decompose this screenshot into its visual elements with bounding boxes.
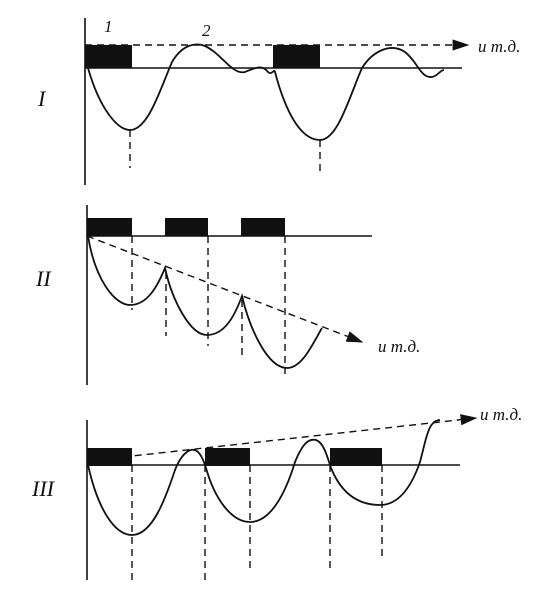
load-block: [87, 218, 132, 236]
curve: [87, 235, 323, 369]
curve: [87, 419, 441, 536]
curve: [87, 43, 445, 141]
panel-label: II: [35, 266, 52, 291]
panel-1: 1 2 I и т.д.: [37, 17, 520, 185]
trend-line: [86, 235, 364, 343]
panel-3: III и т.д.: [31, 405, 522, 580]
continuation: и т.д.: [478, 37, 520, 56]
load-block: [85, 45, 132, 68]
trend-line: [86, 414, 478, 462]
load-block: [165, 218, 208, 236]
continuation: и т.д.: [480, 405, 522, 424]
load-block: [273, 45, 320, 68]
load-block: [205, 448, 250, 466]
load-block: [87, 448, 132, 466]
panel-2: II и т.д.: [35, 205, 420, 385]
panel-label: I: [37, 86, 47, 111]
load-block: [330, 448, 382, 466]
load-block: [241, 218, 285, 236]
marker-label: 2: [202, 21, 211, 40]
panel-label: III: [31, 476, 56, 501]
continuation: и т.д.: [378, 337, 420, 356]
marker-label: 1: [104, 17, 113, 36]
